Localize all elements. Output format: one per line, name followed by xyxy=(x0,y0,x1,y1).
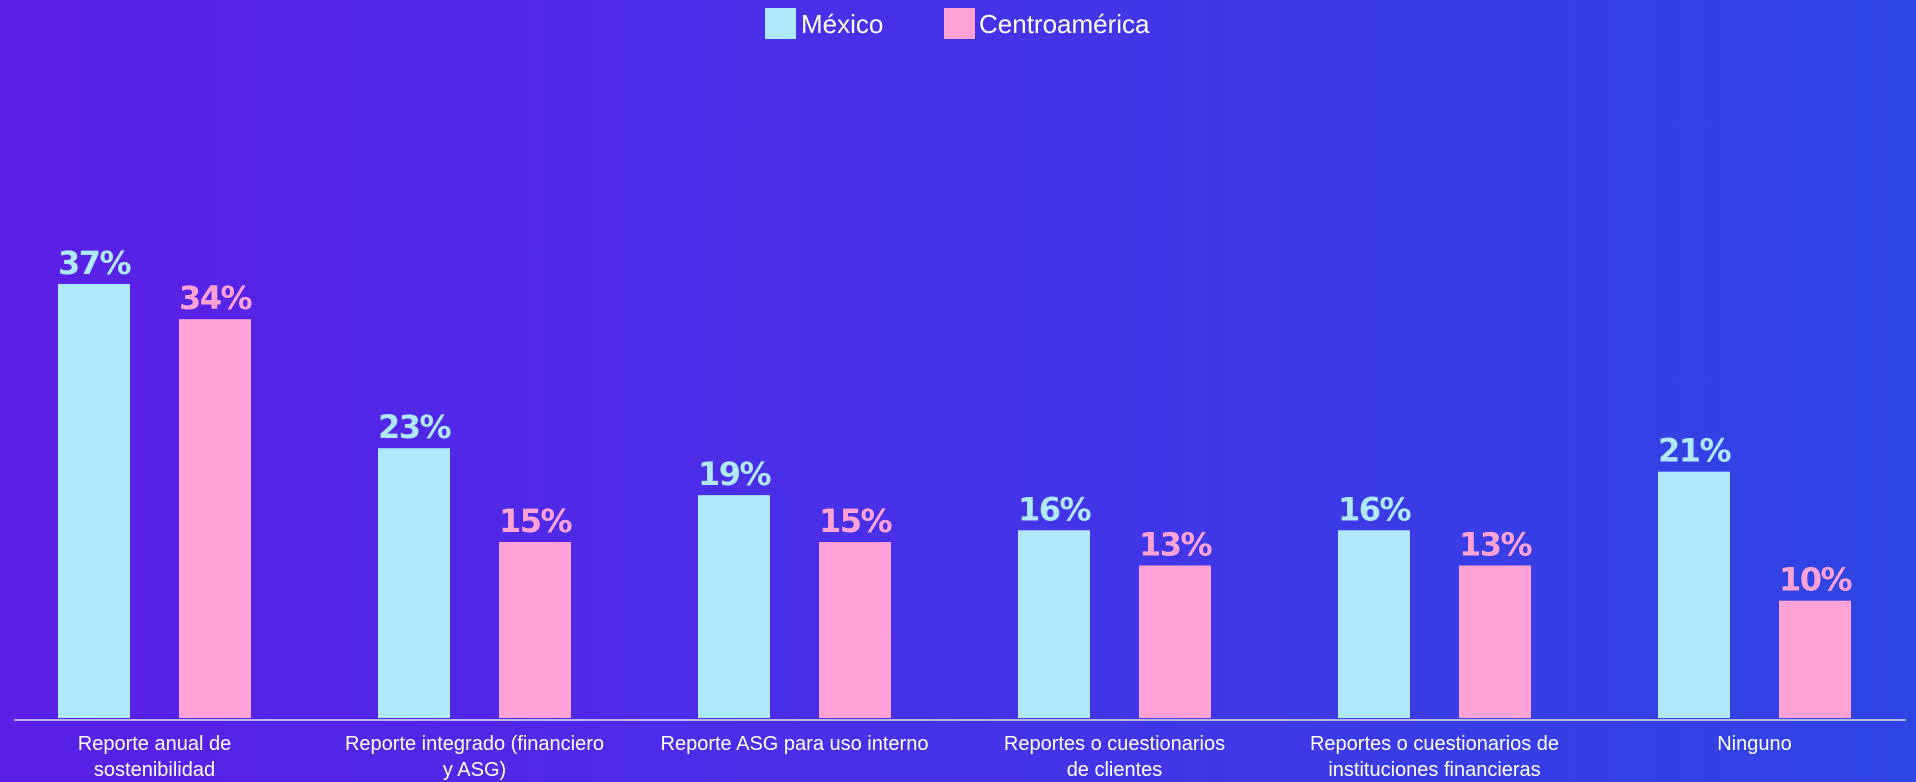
bar-mexico-ninguno xyxy=(1658,472,1730,718)
bar-centroamerica-reporte-anual-de-sostenibilidad xyxy=(179,319,251,718)
legend: México Centroamérica xyxy=(765,8,1150,39)
bar-centroamerica-reporte-asg-para-uso-interno xyxy=(819,542,891,718)
bar-mexico-reporte-anual-de-sostenibilidad xyxy=(58,284,130,718)
bar-centroamerica-reportes-o-cuestionarios-de-instituciones-financieras xyxy=(1459,566,1531,718)
bar-centroamerica-reportes-o-cuestionarios-de-clientes xyxy=(1139,566,1211,718)
data-label-centroamerica-ninguno: 10% xyxy=(1779,561,1853,599)
bar-mexico-reporte-integrado-financiero-y-asg xyxy=(378,448,450,718)
data-label-centroamerica-reportes-o-cuestionarios-de-instituciones-financieras: 13% xyxy=(1459,526,1533,564)
legend-label-centroamerica: Centroamérica xyxy=(979,9,1150,39)
category-label-reportes-o-cuestionarios-de-clientes-line-1: Reportes o cuestionarios xyxy=(1004,733,1225,755)
category-label-reporte-asg-para-uso-interno-line-1: Reporte ASG para uso interno xyxy=(661,733,929,755)
data-label-mexico-reportes-o-cuestionarios-de-clientes: 16% xyxy=(1018,490,1092,528)
data-label-centroamerica-reporte-integrado-financiero-y-asg: 15% xyxy=(499,502,573,540)
x-axis-labels: Reporte anual de sostenibilidad Reporte in… xyxy=(78,733,1792,781)
data-label-mexico-reporte-asg-para-uso-interno: 19% xyxy=(698,455,772,493)
data-label-centroamerica-reportes-o-cuestionarios-de-clientes: 13% xyxy=(1139,526,1213,564)
bar-mexico-reportes-o-cuestionarios-de-instituciones-financieras xyxy=(1338,530,1410,718)
category-label-reporte-integrado-financiero-y-asg-line-2: y ASG) xyxy=(443,759,506,781)
bars: 37% 34% 23% 15% 19% 15% 16% 13% 16% 13% 21% 10% xyxy=(58,244,1853,718)
category-label-reportes-o-cuestionarios-de-clientes-line-2: de clientes xyxy=(1067,759,1163,781)
category-label-reporte-anual-de-sostenibilidad-line-1: Reporte anual de xyxy=(78,733,231,755)
data-label-centroamerica-reporte-anual-de-sostenibilidad: 34% xyxy=(179,279,253,317)
legend-swatch-centroamerica xyxy=(944,8,975,39)
category-label-reporte-integrado-financiero-y-asg-line-1: Reporte integrado (financiero xyxy=(345,733,604,755)
bar-mexico-reportes-o-cuestionarios-de-clientes xyxy=(1018,530,1090,718)
category-label-ninguno-line-1: Ninguno xyxy=(1717,733,1792,755)
data-label-mexico-reportes-o-cuestionarios-de-instituciones-financieras: 16% xyxy=(1338,490,1412,528)
legend-swatch-mexico xyxy=(765,8,796,39)
category-label-reportes-o-cuestionarios-de-instituciones-financieras-line-2: instituciones financieras xyxy=(1328,759,1540,781)
bar-mexico-reporte-asg-para-uso-interno xyxy=(698,495,770,718)
category-label-reportes-o-cuestionarios-de-instituciones-financieras-line-1: Reportes o cuestionarios de xyxy=(1310,733,1559,755)
data-label-mexico-reporte-integrado-financiero-y-asg: 23% xyxy=(378,408,452,446)
legend-label-mexico: México xyxy=(801,9,883,39)
data-label-mexico-reporte-anual-de-sostenibilidad: 37% xyxy=(58,244,132,282)
data-label-mexico-ninguno: 21% xyxy=(1658,432,1732,470)
data-label-centroamerica-reporte-asg-para-uso-interno: 15% xyxy=(819,502,893,540)
bar-centroamerica-reporte-integrado-financiero-y-asg xyxy=(499,542,571,718)
bar-centroamerica-ninguno xyxy=(1779,601,1851,718)
category-label-reporte-anual-de-sostenibilidad-line-2: sostenibilidad xyxy=(94,759,215,781)
